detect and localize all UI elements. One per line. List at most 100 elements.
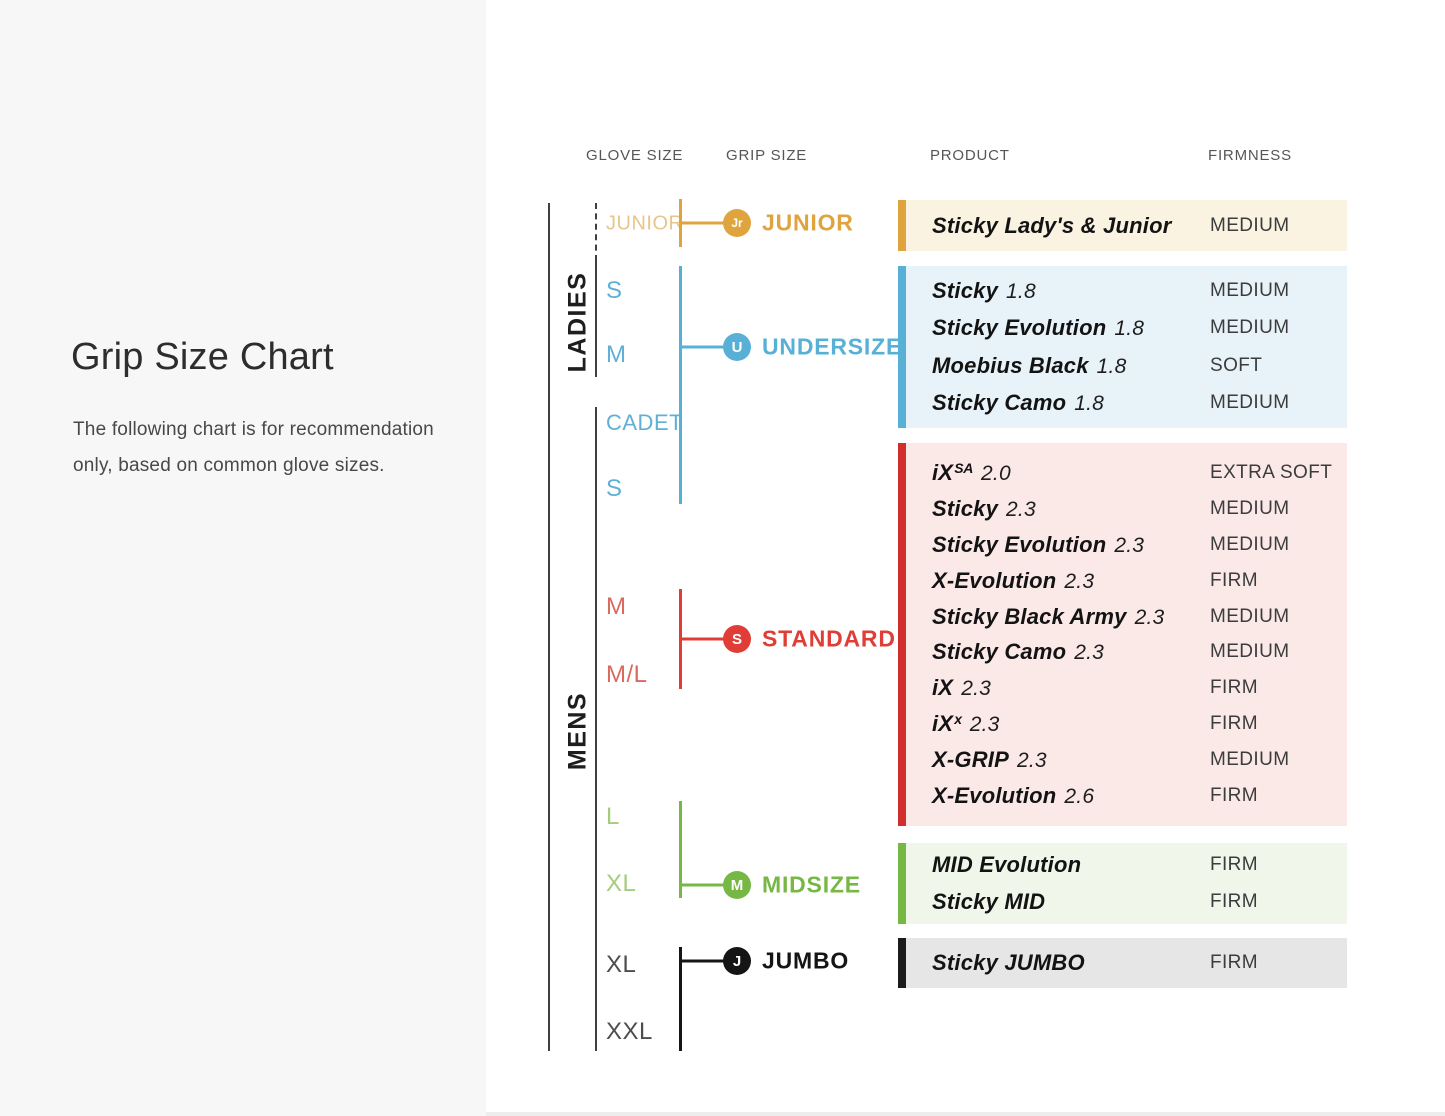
glove-size-mens-xl-mid: XL — [606, 870, 637, 897]
product-firmness: MEDIUM — [1210, 214, 1290, 236]
product-firmness: MEDIUM — [1210, 605, 1290, 627]
page-description-line1: The following chart is for recommendatio… — [73, 419, 434, 440]
product-row: iX 2.3 FIRM — [898, 670, 1347, 706]
product-version-number: 2.3 — [969, 713, 1000, 737]
product-version-number: 2.3 — [1017, 749, 1047, 773]
glove-size-ladies-s: S — [606, 277, 623, 304]
glove-size-ladies-m: M — [606, 341, 627, 368]
product-box-jumbo: Sticky JUMBO FIRM — [898, 938, 1347, 988]
product-row: X-Evolution 2.3 FIRM — [898, 563, 1347, 599]
product-name: iX 2.3 — [932, 675, 991, 701]
grip-label-midsize: MIDSIZE — [762, 871, 861, 898]
product-name: MID Evolution — [932, 852, 1082, 878]
junior-accent-bar — [898, 200, 906, 251]
product-name-superscript: SA — [954, 459, 974, 476]
product-row: iXx 2.3 FIRM — [898, 706, 1347, 742]
product-firmness: EXTRA SOFT — [1210, 461, 1333, 483]
product-row: X-Evolution 2.6 FIRM — [898, 778, 1347, 814]
product-version-number: 2.3 — [1134, 605, 1165, 629]
standard-bracket-line — [679, 589, 682, 689]
product-firmness: FIRM — [1210, 677, 1259, 699]
product-row: Moebius Black 1.8 SOFT — [898, 347, 1347, 385]
product-box-junior: Sticky Lady's & Junior MEDIUM — [898, 200, 1347, 251]
glove-size-mens-ml: M/L — [606, 661, 648, 688]
product-name: Sticky Evolution 1.8 — [932, 315, 1145, 341]
glove-size-mens-xl-jumbo: XL — [606, 951, 637, 978]
intro-panel: Grip Size Chart The following chart is f… — [0, 0, 486, 1116]
ladies-section-label: LADIES — [563, 271, 592, 373]
main-axis-line — [548, 203, 550, 1051]
product-firmness: MEDIUM — [1210, 641, 1290, 663]
product-row: MID Evolution FIRM — [898, 847, 1347, 884]
glove-size-mens-l: L — [606, 803, 620, 830]
column-header-product: PRODUCT — [930, 147, 1010, 164]
jumbo-bracket-line — [679, 947, 682, 1051]
product-version-number: 1.8 — [1074, 392, 1105, 416]
page-bottom-edge — [486, 1112, 1445, 1116]
grip-label-junior: JUNIOR — [762, 209, 854, 236]
product-name: X-GRIP 2.3 — [932, 747, 1047, 773]
product-name: X-Evolution 2.3 — [932, 567, 1095, 593]
undersize-connector-line — [681, 345, 725, 349]
product-name: iXx 2.3 — [932, 711, 1000, 737]
product-firmness: MEDIUM — [1210, 392, 1290, 414]
ladies-sizes-line — [595, 261, 597, 377]
glove-size-mens-s: S — [606, 475, 623, 502]
product-row: Sticky MID FIRM — [898, 884, 1347, 921]
standard-badge-icon: S — [723, 625, 751, 653]
undersize-bracket-line — [679, 266, 682, 504]
glove-size-junior: JUNIOR — [606, 212, 684, 235]
product-version-number: 2.0 — [981, 461, 1011, 485]
product-version-number: 2.3 — [1114, 533, 1145, 557]
page-description-line2: only, based on common glove sizes. — [73, 455, 385, 476]
product-version-number: 2.3 — [1064, 569, 1095, 593]
column-header-grip-size: GRIP SIZE — [726, 147, 808, 164]
product-firmness: SOFT — [1210, 354, 1263, 376]
grip-label-jumbo: JUMBO — [762, 947, 850, 974]
product-name: Sticky Black Army 2.3 — [932, 603, 1165, 629]
product-version-number: 1.8 — [1114, 317, 1145, 341]
product-firmness: FIRM — [1210, 569, 1259, 591]
product-name: Sticky Evolution 2.3 — [932, 531, 1145, 557]
product-version-number: 1.8 — [1006, 279, 1036, 303]
product-row: Sticky 2.3 MEDIUM — [898, 491, 1347, 527]
product-firmness: FIRM — [1210, 890, 1259, 912]
product-name: Moebius Black 1.8 — [932, 352, 1127, 378]
product-row: Sticky Evolution 2.3 MEDIUM — [898, 527, 1347, 563]
mens-sizes-line — [595, 407, 597, 1051]
product-box-undersize: Sticky 1.8 MEDIUM Sticky Evolution 1.8 MEDIUM… — [898, 266, 1347, 428]
product-firmness: MEDIUM — [1210, 317, 1290, 339]
product-version-number: 1.8 — [1096, 354, 1127, 378]
page-title: Grip Size Chart — [71, 336, 334, 378]
product-name: X-Evolution 2.6 — [932, 783, 1095, 809]
product-firmness: MEDIUM — [1210, 279, 1290, 301]
product-row: Sticky Black Army 2.3 MEDIUM — [898, 599, 1347, 635]
product-row: Sticky Evolution 1.8 MEDIUM — [898, 310, 1347, 348]
undersize-badge-icon: U — [723, 333, 751, 361]
product-version-number: 2.6 — [1064, 785, 1095, 809]
jumbo-badge-icon: J — [723, 947, 751, 975]
product-version-number: 2.3 — [1006, 497, 1036, 521]
standard-connector-line — [681, 637, 725, 641]
glove-size-mens-m: M — [606, 593, 627, 620]
product-firmness: MEDIUM — [1210, 533, 1290, 555]
undersize-accent-bar — [898, 266, 906, 428]
standard-accent-bar — [898, 443, 906, 826]
product-name: Sticky Lady's & Junior — [932, 212, 1172, 238]
product-row: Sticky JUMBO FIRM — [898, 938, 1347, 988]
grip-label-standard: STANDARD — [762, 625, 896, 652]
product-name: Sticky 1.8 — [932, 277, 1036, 303]
jumbo-accent-bar — [898, 938, 906, 988]
midsize-bracket-line — [679, 801, 682, 898]
product-name: iXSA 2.0 — [932, 459, 1011, 485]
product-name: Sticky Camo 1.8 — [932, 390, 1105, 416]
product-name-superscript: x — [954, 711, 962, 728]
product-name: Sticky MID — [932, 888, 1046, 914]
junior-bracket-line — [679, 199, 682, 247]
product-box-midsize: MID Evolution FIRM Sticky MID FIRM — [898, 843, 1347, 924]
product-row: Sticky Lady's & Junior MEDIUM — [898, 200, 1347, 251]
product-firmness: MEDIUM — [1210, 749, 1290, 771]
jumbo-connector-line — [681, 959, 725, 963]
product-name: Sticky Camo 2.3 — [932, 639, 1105, 665]
junior-badge-icon: Jr — [723, 209, 751, 237]
